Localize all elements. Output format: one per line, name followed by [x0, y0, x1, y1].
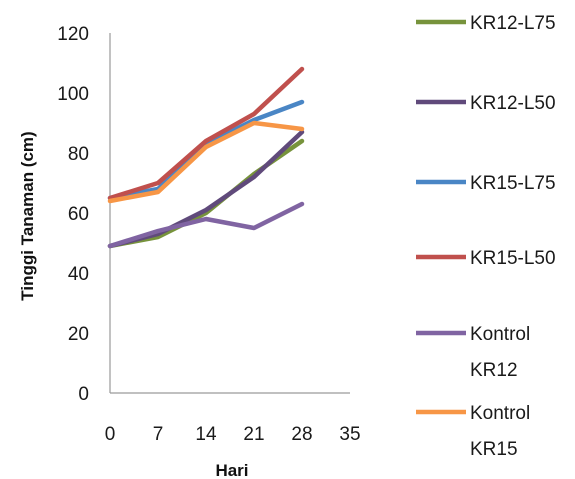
legend-label: KR12-L50 — [470, 93, 556, 114]
x-tick-label: 7 — [153, 424, 164, 445]
legend-label: KR12 — [470, 360, 518, 381]
legend-label: KR15-L75 — [470, 173, 556, 194]
series-line-kr15-l50 — [107, 66, 305, 201]
y-tick-label: 0 — [78, 384, 89, 405]
x-tick-label: 21 — [243, 424, 264, 445]
legend-label: KR12-L75 — [470, 13, 556, 34]
x-axis-title: Hari — [215, 461, 248, 479]
y-tick-label: 20 — [68, 324, 89, 345]
y-tick-label: 60 — [68, 204, 89, 225]
legend-label: Kontrol — [470, 403, 530, 424]
y-tick-label: 120 — [57, 24, 89, 45]
y-tick-labels: 0 20 40 60 80 100 120 — [57, 24, 89, 405]
axes — [109, 33, 350, 394]
x-tick-label: 35 — [339, 424, 360, 445]
y-tick-label: 100 — [57, 84, 89, 105]
x-tick-label: 14 — [195, 424, 217, 445]
legend-label: KR15-L50 — [470, 248, 556, 269]
y-tick-label: 80 — [68, 144, 89, 165]
x-tick-label: 28 — [291, 424, 312, 445]
legend-item: KR12-L50 — [416, 93, 556, 114]
legend-label: KR15 — [470, 439, 518, 460]
x-tick-labels: 0 7 14 21 28 35 — [105, 424, 361, 445]
legend-item: KR15-L75 — [416, 173, 556, 194]
legend-item: Kontrol KR12 — [416, 324, 530, 381]
x-tick-label: 0 — [105, 424, 116, 445]
legend-label: Kontrol — [470, 324, 530, 345]
legend: KR12-L75KR12-L50KR15-L75KR15-L50KontrolK… — [416, 13, 556, 460]
plot-area — [107, 66, 305, 249]
series-line-kontrol-kr12 — [107, 201, 305, 249]
series-line-kontrol-kr15 — [107, 120, 305, 204]
y-axis-title: Tinggi Tanaman (cm) — [18, 131, 37, 300]
legend-item: KR15-L50 — [416, 248, 556, 269]
legend-item: Kontrol KR15 — [416, 403, 530, 460]
legend-item: KR12-L75 — [416, 13, 556, 34]
y-tick-label: 40 — [68, 264, 89, 285]
series-line-kr15-l75 — [107, 99, 305, 201]
